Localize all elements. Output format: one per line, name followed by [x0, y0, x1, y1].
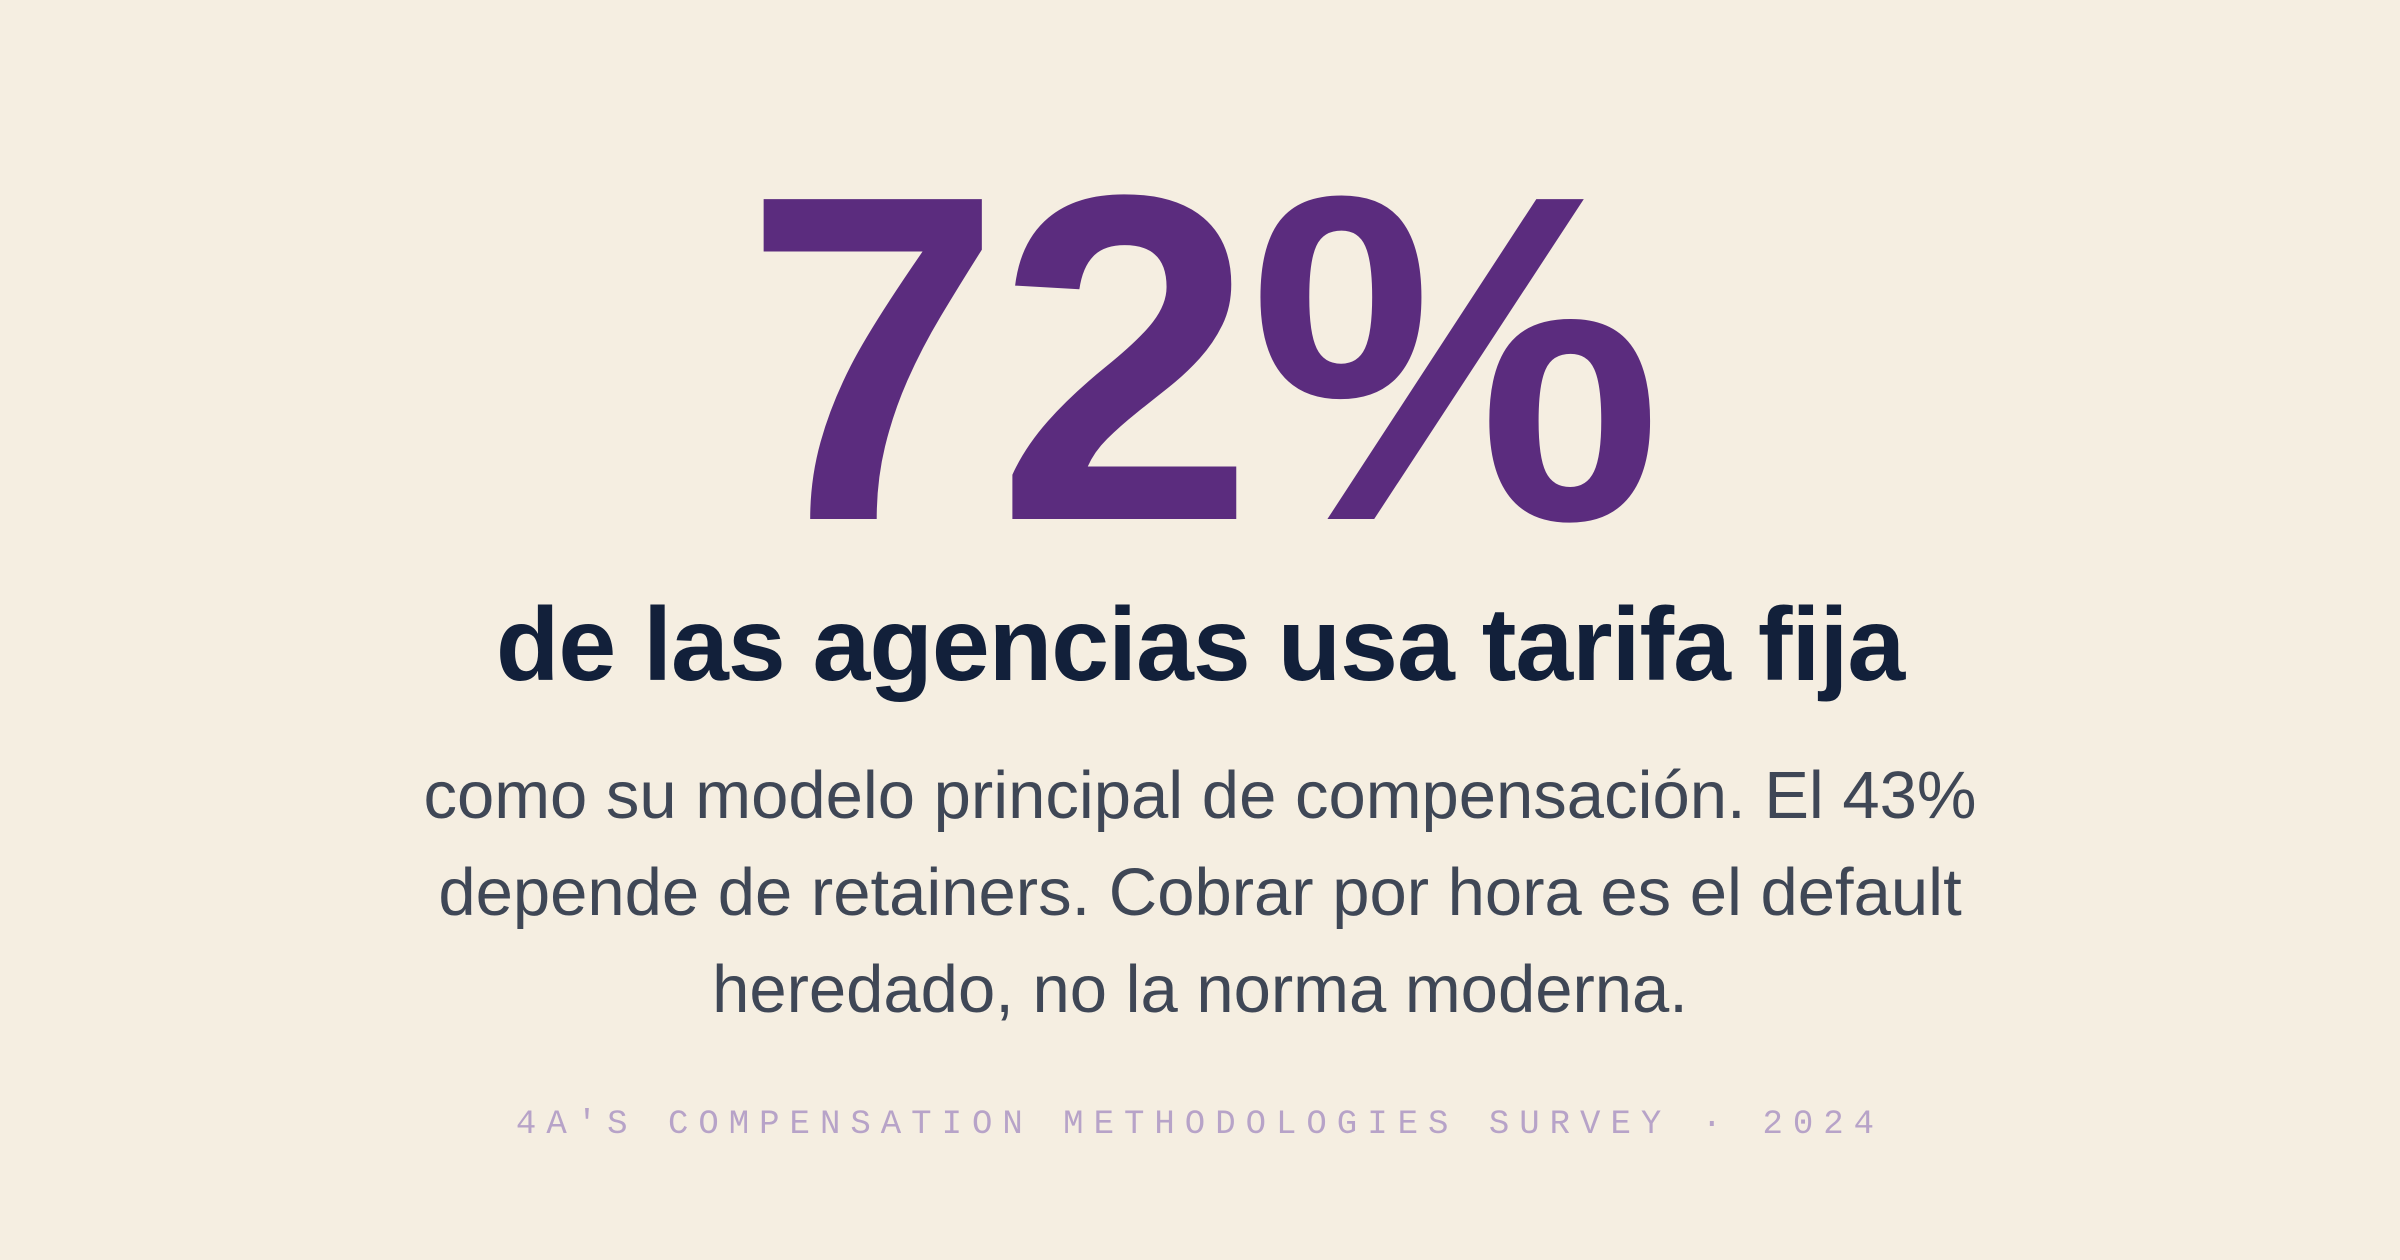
body-text: como su modelo principal de compensación… — [423, 758, 1977, 1027]
source: 4A'S COMPENSATION METHODOLOGIES SURVEY ·… — [515, 1106, 1885, 1144]
stat-value: 72% — [743, 98, 1663, 618]
headline: de las agencias usa tarifa fija — [495, 587, 1905, 703]
